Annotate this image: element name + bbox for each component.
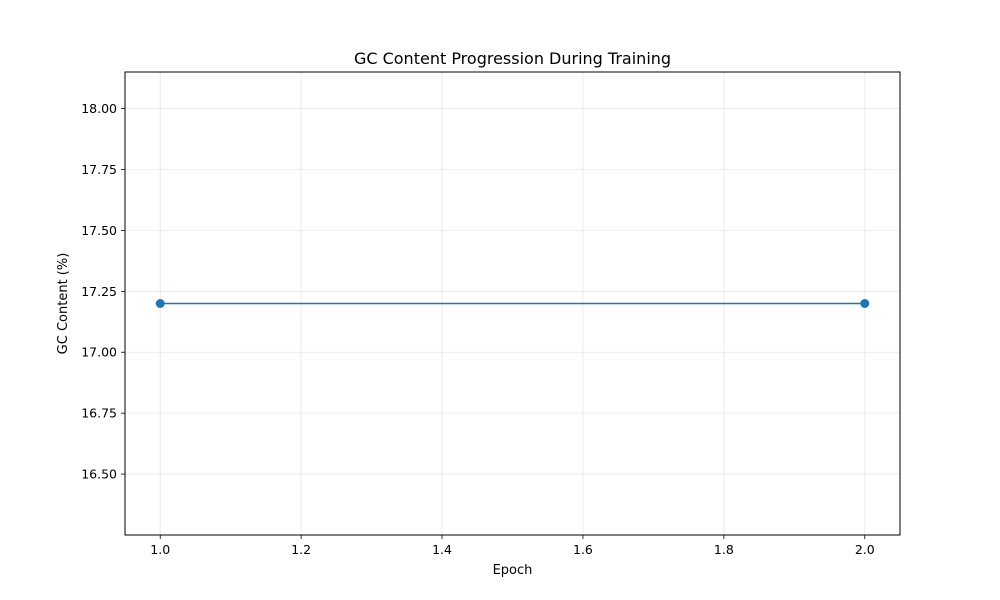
chart-title: GC Content Progression During Training (354, 49, 671, 68)
x-tick-label: 1.6 (573, 542, 593, 557)
y-axis-label: GC Content (%) (56, 253, 71, 355)
y-tick-label: 17.75 (81, 162, 117, 177)
x-tick-label: 2.0 (855, 542, 875, 557)
axis-ticks: 1.0 1.2 1.4 1.6 1.8 2.0 16.50 16.75 17.00 17.25 17… (81, 101, 875, 557)
y-tick-label: 18.00 (81, 101, 117, 116)
plot-frame (124, 71, 901, 536)
x-tick-label: 1.8 (714, 542, 734, 557)
y-tick-label: 17.00 (81, 345, 117, 360)
y-tick-label: 17.50 (81, 223, 117, 238)
y-tick-label: 16.75 (81, 406, 117, 421)
y-tick-label: 16.50 (81, 467, 117, 482)
series-layer (155, 299, 870, 308)
data-point (860, 299, 870, 308)
x-tick-label: 1.2 (291, 542, 311, 557)
x-axis-label: Epoch (493, 563, 533, 578)
x-tick-label: 1.4 (432, 542, 452, 557)
data-point (155, 299, 165, 308)
y-tick-label: 17.25 (81, 284, 117, 299)
x-tick-label: 1.0 (150, 542, 170, 557)
